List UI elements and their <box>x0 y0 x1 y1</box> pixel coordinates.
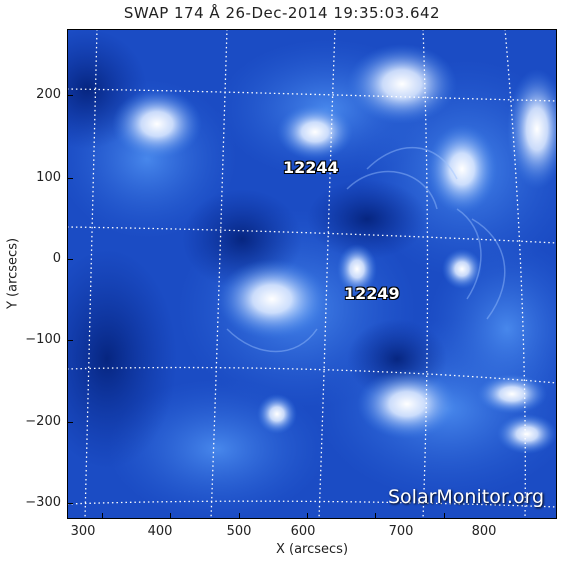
y-tick-label: 100 <box>36 170 61 185</box>
x-tick-mark <box>375 513 376 519</box>
bright-emission <box>112 44 557 454</box>
x-tick-label: 300 <box>70 524 96 539</box>
x-tick-label: 400 <box>147 524 173 539</box>
y-tick-mark <box>67 95 73 96</box>
y-tick-label: −200 <box>25 414 61 429</box>
coronal-loops <box>226 147 506 353</box>
y-tick-label: 200 <box>36 87 61 102</box>
y-tick-mark <box>67 340 73 341</box>
y-tick-mark <box>67 503 73 504</box>
x-axis-label: X (arcsecs) <box>275 542 349 557</box>
heliographic-grid <box>67 29 557 519</box>
y-tick-mark <box>67 178 73 179</box>
image-title: SWAP 174 Å 26-Dec-2014 19:35:03.642 <box>123 4 441 22</box>
x-tick-mark <box>307 513 308 519</box>
x-tick-label: 600 <box>290 524 316 539</box>
x-tick-mark <box>239 513 240 519</box>
watermark: SolarMonitor.org <box>388 486 545 508</box>
x-tick-label: 700 <box>388 524 414 539</box>
x-tick-mark <box>170 513 171 519</box>
x-tick-label: 800 <box>471 524 497 539</box>
x-tick-mark <box>444 513 445 519</box>
x-tick-mark <box>102 513 103 519</box>
solar-image-svg <box>67 29 557 519</box>
active-region-label: 12249 <box>344 284 400 303</box>
solar-image-panel <box>67 29 557 519</box>
y-tick-label: 0 <box>52 251 61 266</box>
active-region-label: 12244 <box>283 158 339 177</box>
y-tick-label: −300 <box>25 495 61 510</box>
x-tick-label: 500 <box>226 524 252 539</box>
y-axis-label: Y (arcsecs) <box>5 237 21 310</box>
y-tick-label: −100 <box>25 332 61 347</box>
y-tick-mark <box>67 422 73 423</box>
y-tick-mark <box>67 259 73 260</box>
